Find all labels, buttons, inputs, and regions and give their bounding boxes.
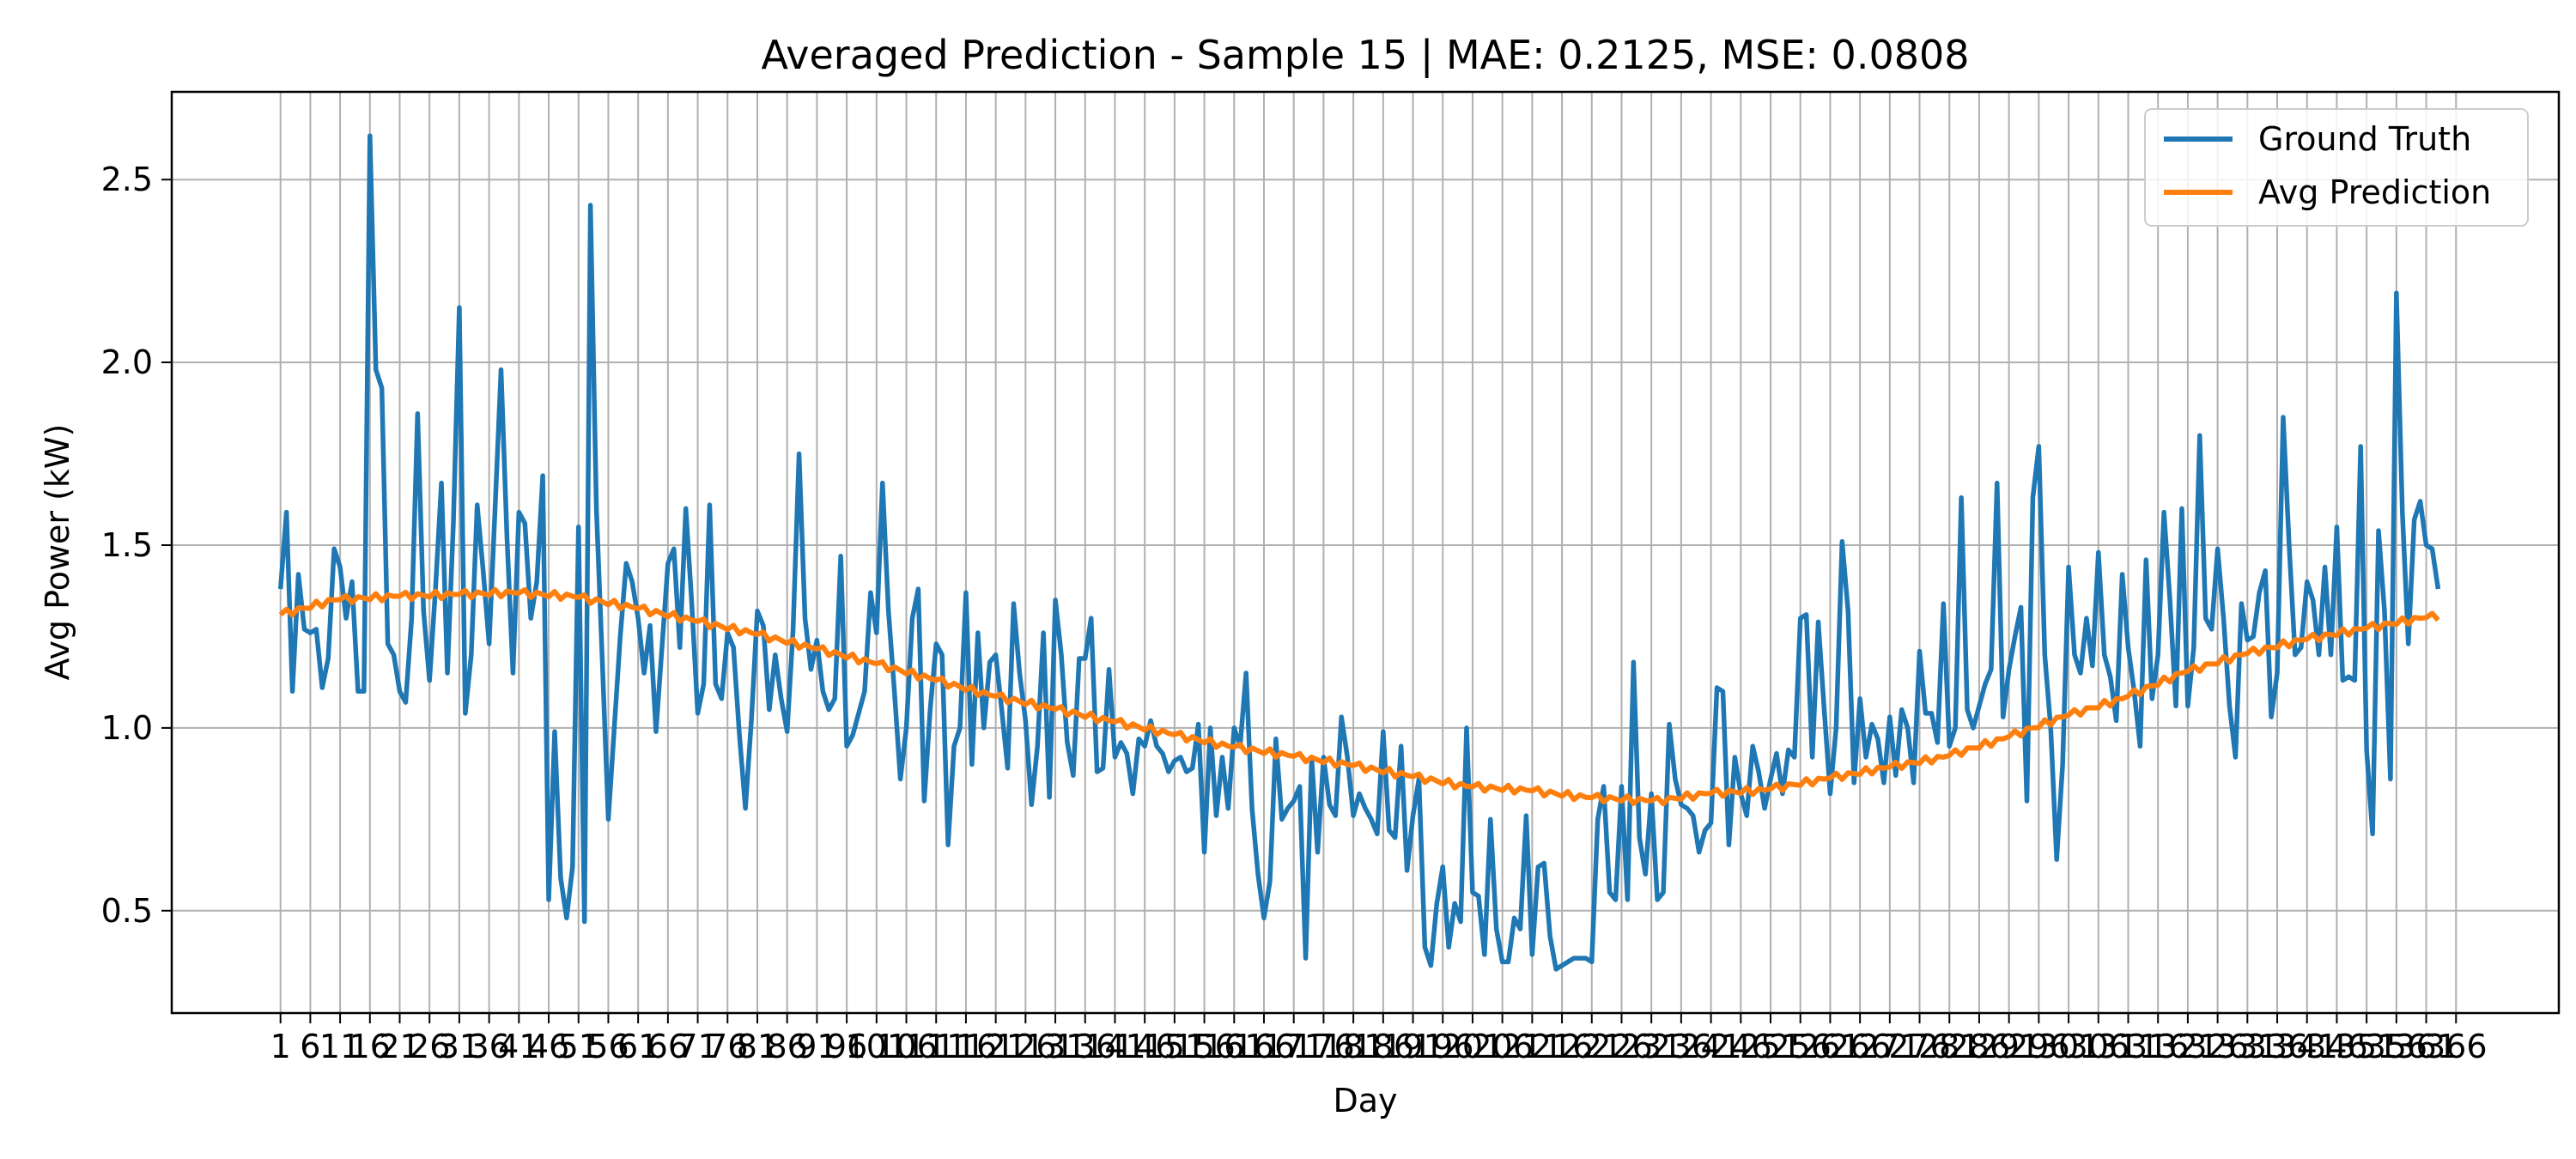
x-tick-label: 326 — [2186, 1028, 2249, 1065]
y-tick-label: 2.5 — [101, 161, 153, 198]
x-tick-label: 136 — [1054, 1028, 1116, 1065]
y-axis-label: Avg Power (kW) — [39, 424, 76, 681]
x-tick-label: 6 — [300, 1028, 320, 1065]
x-tick-label: 181 — [1322, 1028, 1385, 1065]
legend: Ground Truth Avg Prediction — [2144, 108, 2529, 227]
x-tick-label: 366 — [2425, 1028, 2488, 1065]
x-tick-label: 291 — [1978, 1028, 2040, 1065]
x-tick-label: 246 — [1710, 1028, 1772, 1065]
x-tick-label: 306 — [2068, 1028, 2130, 1065]
x-tick-label: 351 — [2336, 1028, 2398, 1065]
x-tick-label: 361 — [2395, 1028, 2458, 1065]
legend-box — [2144, 108, 2529, 227]
x-tick-label: 56 — [587, 1028, 629, 1065]
x-tick-label: 261 — [1799, 1028, 1862, 1065]
x-tick-label: 191 — [1382, 1028, 1444, 1065]
x-tick-label: 271 — [1859, 1028, 1922, 1065]
x-tick-label: 41 — [498, 1028, 539, 1065]
x-tick-label: 26 — [409, 1028, 450, 1065]
y-tick-label: 1.0 — [101, 709, 153, 747]
x-tick-label: 61 — [617, 1028, 659, 1065]
x-tick-label: 36 — [468, 1028, 509, 1065]
x-tick-label: 91 — [796, 1028, 837, 1065]
x-tick-label: 161 — [1203, 1028, 1266, 1065]
x-tick-label: 131 — [1024, 1028, 1087, 1065]
x-tick-label: 276 — [1888, 1028, 1951, 1065]
legend-label-ground-truth: Ground Truth — [2258, 120, 2471, 158]
series-layer — [277, 133, 2441, 972]
x-axis: 1 611162126313641465156616671768186919610… — [270, 1013, 2488, 1065]
x-tick-label: 66 — [647, 1028, 689, 1065]
x-tick-label: 46 — [528, 1028, 569, 1065]
x-tick-label: 151 — [1144, 1028, 1206, 1065]
x-tick-label: 141 — [1084, 1028, 1146, 1065]
x-tick-label: 116 — [935, 1028, 998, 1065]
x-tick-label: 96 — [826, 1028, 867, 1065]
y-tick-label: 0.5 — [101, 892, 153, 930]
x-tick-label: 106 — [875, 1028, 938, 1065]
x-tick-label: 31 — [439, 1028, 480, 1065]
plot-frame — [170, 90, 2561, 1015]
x-tick-label: 311 — [2097, 1028, 2160, 1065]
x-tick-label: 251 — [1740, 1028, 1802, 1065]
x-tick-label: 226 — [1590, 1028, 1653, 1065]
x-tick-label: 221 — [1561, 1028, 1624, 1065]
x-tick-label: 76 — [707, 1028, 748, 1065]
x-tick-label: 321 — [2157, 1028, 2220, 1065]
x-tick-label: 316 — [2127, 1028, 2190, 1065]
x-tick-label: 101 — [846, 1028, 908, 1065]
x-tick-label: 211 — [1501, 1028, 1564, 1065]
x-tick-label: 296 — [2008, 1028, 2070, 1065]
x-tick-label: 281 — [1918, 1028, 1981, 1065]
x-tick-label: 156 — [1173, 1028, 1236, 1065]
x-tick-label: 126 — [994, 1028, 1057, 1065]
x-tick-label: 286 — [1948, 1028, 2011, 1065]
x-tick-label: 176 — [1292, 1028, 1355, 1065]
x-tick-label: 121 — [964, 1028, 1027, 1065]
x-tick-label: 111 — [905, 1028, 968, 1065]
x-tick-label: 236 — [1650, 1028, 1713, 1065]
x-tick-label: 171 — [1262, 1028, 1325, 1065]
x-tick-label: 231 — [1620, 1028, 1683, 1065]
x-tick-label: 301 — [2038, 1028, 2100, 1065]
y-axis: 0.5 1.0 1.5 2.0 2.5 — [101, 161, 172, 930]
x-tick-label: 81 — [737, 1028, 778, 1065]
x-tick-label: 16 — [349, 1028, 391, 1065]
grid — [172, 92, 2559, 1013]
x-tick-label: 71 — [677, 1028, 718, 1065]
x-tick-label: 86 — [767, 1028, 808, 1065]
x-tick-label: 331 — [2216, 1028, 2279, 1065]
x-tick-label: 11 — [319, 1028, 361, 1065]
x-tick-label: 206 — [1471, 1028, 1534, 1065]
x-tick-label: 216 — [1531, 1028, 1594, 1065]
x-tick-label: 256 — [1769, 1028, 1832, 1065]
x-tick-label: 201 — [1442, 1028, 1504, 1065]
x-tick-label: 266 — [1829, 1028, 1892, 1065]
y-tick-label: 2.0 — [101, 343, 153, 381]
x-tick-label: 346 — [2306, 1028, 2368, 1065]
x-tick-label: 186 — [1352, 1028, 1415, 1065]
x-tick-label: 241 — [1680, 1028, 1742, 1065]
y-tick-label: 1.5 — [101, 526, 153, 564]
x-tick-label: 356 — [2366, 1028, 2428, 1065]
x-tick-label: 341 — [2275, 1028, 2338, 1065]
series-line-ground-truth — [277, 133, 2441, 972]
x-axis-label: Day — [1333, 1082, 1397, 1120]
x-tick-label: 51 — [558, 1028, 599, 1065]
x-tick-label: 21 — [379, 1028, 420, 1065]
chart-title: Averaged Prediction - Sample 15 | MAE: 0… — [761, 32, 1969, 79]
x-tick-label: 166 — [1233, 1028, 1296, 1065]
legend-label-avg-prediction: Avg Prediction — [2258, 173, 2491, 211]
x-tick-label: 1 — [270, 1028, 291, 1065]
series-line-avg-prediction — [278, 586, 2440, 807]
x-tick-label: 196 — [1412, 1028, 1474, 1065]
x-tick-label: 336 — [2246, 1028, 2309, 1065]
x-tick-label: 146 — [1114, 1028, 1176, 1065]
